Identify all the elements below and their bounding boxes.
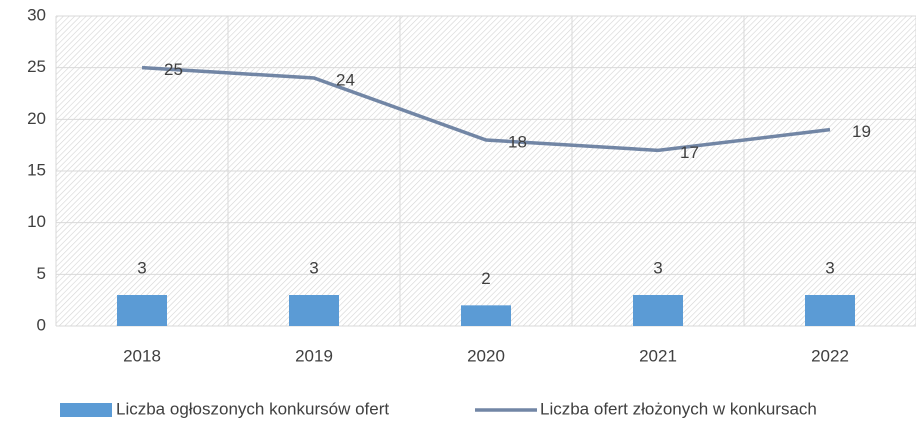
legend-swatch	[60, 403, 112, 417]
data-label: 18	[508, 132, 527, 151]
bar	[633, 295, 683, 326]
x-tick-label: 2020	[467, 346, 505, 365]
x-tick-label: 2019	[295, 346, 333, 365]
data-label: 3	[309, 258, 318, 277]
bar	[289, 295, 339, 326]
data-label: 3	[825, 258, 834, 277]
legend-label: Liczba ogłoszonych konkursów ofert	[116, 399, 389, 418]
data-label: 17	[680, 143, 699, 162]
data-label: 3	[137, 258, 146, 277]
y-tick-label: 15	[27, 160, 46, 179]
bar	[117, 295, 167, 326]
data-label: 19	[852, 122, 871, 141]
y-tick-label: 10	[27, 212, 46, 231]
data-label: 3	[653, 258, 662, 277]
x-tick-label: 2022	[811, 346, 849, 365]
legend-label: Liczba ofert złożonych w konkursach	[540, 399, 817, 418]
data-label: 2	[481, 269, 490, 288]
x-tick-label: 2021	[639, 346, 677, 365]
data-label: 24	[336, 70, 355, 89]
y-tick-label: 5	[37, 264, 46, 283]
y-tick-label: 0	[37, 315, 46, 334]
line	[141, 65, 831, 153]
bar	[461, 305, 511, 326]
y-tick-label: 30	[27, 5, 46, 24]
data-label: 25	[164, 60, 183, 79]
y-tick-label: 25	[27, 57, 46, 76]
x-tick-label: 2018	[123, 346, 161, 365]
y-tick-label: 20	[27, 109, 46, 128]
bar	[805, 295, 855, 326]
